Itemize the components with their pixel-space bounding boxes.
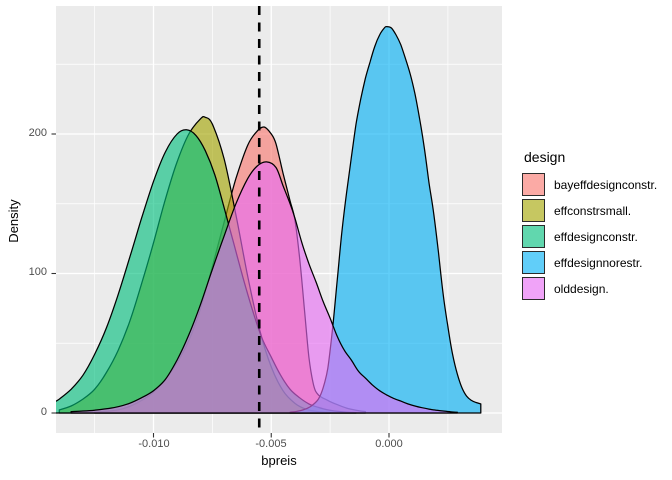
legend-item-label: effdesignconstr. — [554, 229, 638, 244]
legend-key-swatch — [522, 199, 545, 222]
legend-title: design — [524, 149, 566, 165]
x-tick-label-neg0010: -0.010 — [138, 438, 170, 450]
legend-item-effdesignnorestr: effdesignnorestr. — [522, 251, 657, 274]
x-tick-label-neg0005: -0.005 — [255, 438, 287, 450]
legend-key-swatch — [522, 225, 545, 248]
legend: design bayeffdesignconstr. effconstrsmal… — [522, 149, 657, 303]
legend-item-label: olddesign. — [554, 281, 609, 296]
legend-item-effconstrsmall: effconstrsmall. — [522, 199, 657, 222]
legend-item-label: effdesignnorestr. — [554, 255, 643, 270]
legend-key-swatch — [522, 277, 545, 300]
y-axis-title: Density — [6, 199, 21, 243]
legend-key-swatch — [522, 173, 545, 196]
legend-item-label: effconstrsmall. — [554, 203, 632, 218]
legend-key-swatch — [522, 251, 545, 274]
legend-item-effdesignconstr: effdesignconstr. — [522, 225, 657, 248]
legend-item-olddesign: olddesign. — [522, 277, 657, 300]
x-tick-label-0000: 0.000 — [375, 438, 403, 450]
y-tick-label-100: 100 — [28, 266, 47, 278]
y-tick-label-200: 200 — [28, 127, 47, 139]
legend-item-label: bayeffdesignconstr. — [554, 177, 658, 192]
legend-item-bayeffdesignconstr: bayeffdesignconstr. — [522, 173, 657, 196]
y-tick-label-0: 0 — [40, 406, 47, 418]
x-axis-title: bpreis — [261, 453, 297, 468]
